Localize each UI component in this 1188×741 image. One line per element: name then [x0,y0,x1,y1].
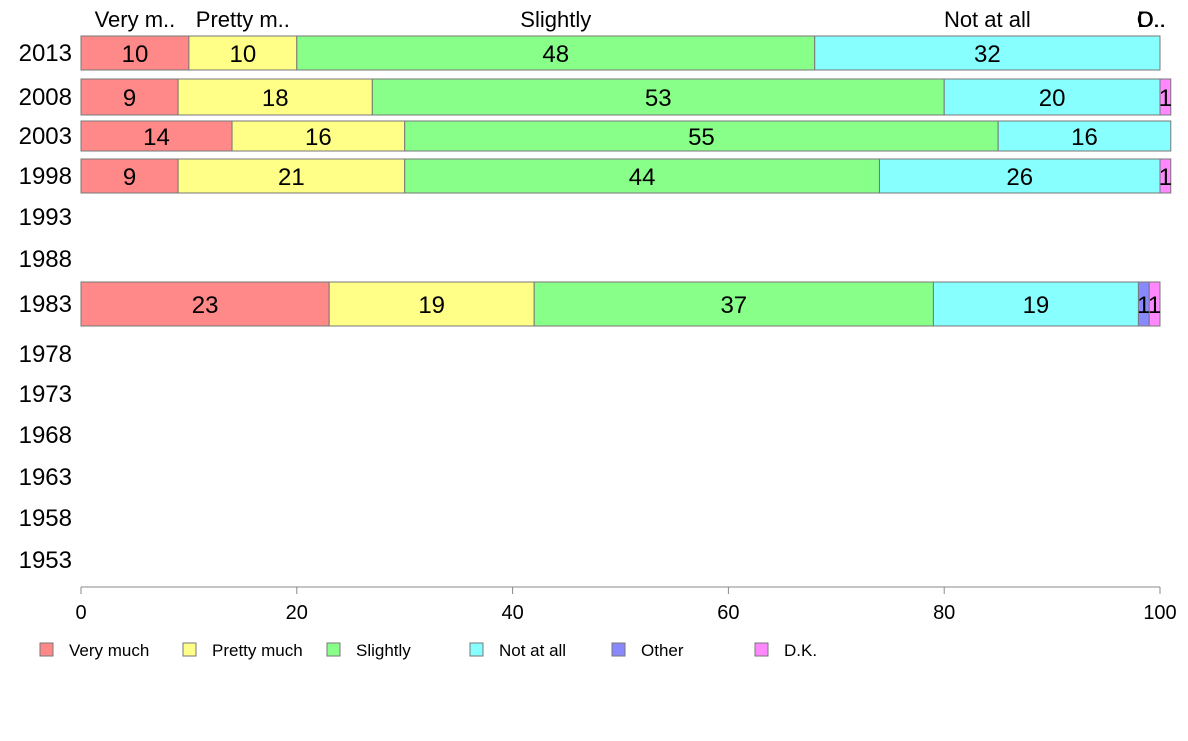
value-label-2003-not-at-all: 16 [1071,124,1098,151]
bar-segment-2013-slightly [296,35,816,71]
bar-segment-2008-not-at-all [943,78,1161,116]
bar-segment-1983-not-at-all [932,281,1139,327]
year-label-1953: 1953 [19,547,72,574]
year-label-1973: 1973 [19,381,72,408]
bar-segment-2008-slightly [371,78,945,116]
year-label-2013: 2013 [19,40,72,67]
value-label-1998-slightly: 44 [629,164,656,191]
legend-label-very-much: Very much [69,641,149,660]
value-label-2003-pretty-much: 16 [305,124,332,151]
value-label-1983-other: 1 [1137,292,1150,319]
year-label-1958: 1958 [19,505,72,532]
legend-swatch-slightly [326,642,341,657]
x-tick-label-0: 0 [75,602,86,624]
bar-segment-2013-very-much [80,35,190,71]
series-header-slightly: Slightly [520,7,591,32]
value-label-2008-pretty-much: 18 [262,85,289,112]
value-label-2008-very-much: 9 [123,85,136,112]
bar-segment-1998-not-at-all [878,158,1161,194]
bar-segment-2013-pretty-much [188,35,298,71]
value-label-2013-very-much: 10 [122,41,149,68]
value-label-2013-slightly: 48 [542,41,569,68]
year-label-2008: 2008 [19,84,72,111]
series-header-other: O.. [1137,7,1166,32]
bar-segment-2013-not-at-all [814,35,1161,71]
legend-swatch-not-at-all [469,642,484,657]
bar-segment-2003-very-much [80,120,233,152]
series-header-very-much: Very m.. [95,7,176,32]
value-label-1998-pretty-much: 21 [278,164,305,191]
value-label-1998-very-much: 9 [123,164,136,191]
legend-swatch-d-k- [754,642,769,657]
year-label-2003: 2003 [19,123,72,150]
series-header-not-at-all: Not at all [944,7,1031,32]
year-label-1978: 1978 [19,341,72,368]
year-label-1993: 1993 [19,204,72,231]
value-label-1983-d-k-: 1 [1148,292,1161,319]
bar-segment-2008-d-k- [1159,78,1172,116]
bar-segment-2008-very-much [80,78,179,116]
value-label-2008-not-at-all: 20 [1039,85,1066,112]
bar-segment-1983-very-much [80,281,330,327]
bar-segment-2003-slightly [404,120,999,152]
bar-segment-2003-pretty-much [231,120,406,152]
value-label-2013-not-at-all: 32 [974,41,1001,68]
value-label-1998-d-k-: 1 [1159,164,1172,191]
year-label-1988: 1988 [19,246,72,273]
value-label-2013-pretty-much: 10 [229,41,256,68]
year-label-1983: 1983 [19,291,72,318]
legend-label-pretty-much: Pretty much [212,641,303,660]
x-tick-label-60: 60 [717,602,739,624]
bar-segment-1998-pretty-much [177,158,406,194]
value-label-1983-pretty-much: 19 [418,292,445,319]
value-label-1998-not-at-all: 26 [1006,164,1033,191]
value-label-1983-slightly: 37 [720,292,747,319]
x-tick-label-20: 20 [286,602,308,624]
x-tick-label-40: 40 [501,602,523,624]
legend-swatch-pretty-much [182,642,197,657]
legend-swatch-other [611,642,626,657]
bar-segment-1983-d-k- [1148,281,1161,327]
series-header-pretty-much: Pretty m.. [196,7,290,32]
legend-label-d-k-: D.K. [784,641,817,660]
bar-segment-1998-d-k- [1159,158,1172,194]
year-label-1998: 1998 [19,163,72,190]
legend-label-not-at-all: Not at all [499,641,566,660]
legend-label-slightly: Slightly [356,641,411,660]
legend-label-other: Other [641,641,684,660]
year-label-1968: 1968 [19,422,72,449]
year-label-1963: 1963 [19,464,72,491]
value-label-2003-very-much: 14 [143,124,170,151]
legend-swatch-very-much [39,642,54,657]
bar-segment-1998-slightly [404,158,880,194]
bar-segment-1983-slightly [533,281,934,327]
x-tick-label-100: 100 [1143,602,1176,624]
bar-segment-2008-pretty-much [177,78,373,116]
value-label-1983-very-much: 23 [192,292,219,319]
series-header-d-k-: D.. [1137,7,1165,32]
value-label-2008-slightly: 53 [645,85,672,112]
value-label-1983-not-at-all: 19 [1023,292,1050,319]
value-label-2003-slightly: 55 [688,124,715,151]
bar-segment-2003-not-at-all [997,120,1172,152]
x-tick-label-80: 80 [933,602,955,624]
value-label-2008-d-k-: 1 [1159,85,1172,112]
